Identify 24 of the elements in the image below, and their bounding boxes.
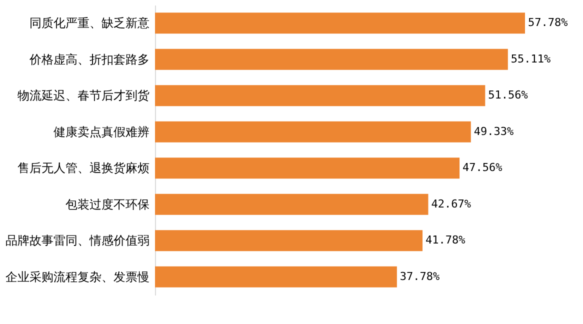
bar	[155, 266, 397, 288]
y-tick-label: 同质化严重、缺乏新意	[30, 16, 150, 30]
bar	[155, 158, 460, 179]
data-label: 47.56%	[462, 161, 503, 174]
data-label: 51.56%	[488, 88, 528, 102]
bar	[155, 48, 508, 70]
y-tick-label: 企业采购流程复杂、发票慢	[6, 270, 150, 284]
y-tick-label: 价格虚高、折扣套路多	[28, 52, 150, 66]
y-tick-label: 品牌故事雷同、情感价值弱	[6, 234, 150, 248]
data-label: 57.78%	[528, 16, 568, 30]
data-label: 41.78%	[426, 234, 466, 247]
data-label: 55.11%	[510, 52, 552, 66]
bar	[155, 12, 525, 34]
y-tick-label: 包装过度不环保	[66, 197, 150, 212]
data-label: 42.67%	[431, 197, 472, 210]
y-tick-label: 健康卖点真假难辨	[54, 124, 150, 139]
bar	[155, 121, 471, 142]
data-label: 49.33%	[474, 124, 514, 138]
bar	[155, 85, 486, 106]
data-label: 37.78%	[400, 270, 440, 283]
bar	[155, 230, 423, 252]
y-tick-label: 售后无人管、退换货麻烦	[18, 161, 150, 176]
bar	[155, 194, 428, 215]
y-tick-label: 物流延迟、春节后才到货	[18, 88, 150, 103]
